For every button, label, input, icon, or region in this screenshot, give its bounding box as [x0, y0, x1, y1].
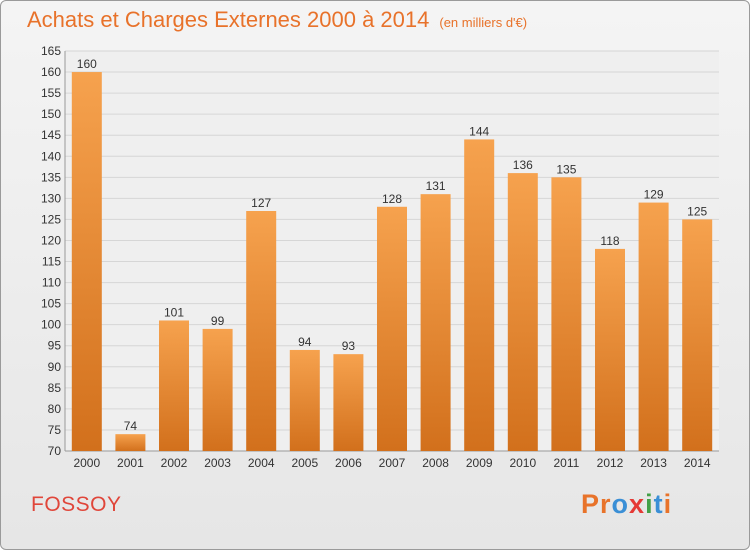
data-label-2014: 125 [687, 204, 707, 218]
data-label-2010: 136 [513, 158, 533, 172]
logo-letter: o [611, 489, 630, 519]
x-tick-label-2013: 2013 [640, 456, 667, 470]
logo-letter: i [663, 489, 673, 519]
y-tick-label: 105 [41, 297, 61, 311]
data-label-2013: 129 [644, 188, 664, 202]
data-labels: 160 74 101 99 127 94 93 128 131 144 136 135 118 129 12… [77, 57, 708, 433]
y-tick-label: 85 [48, 381, 62, 395]
bar-2013 [638, 202, 669, 451]
logo-letter: P [581, 489, 601, 519]
logo-letter: i [645, 489, 654, 519]
bar-2003 [202, 328, 233, 451]
x-tick-label-2005: 2005 [291, 456, 318, 470]
logo-letter: t [653, 489, 664, 519]
bar-2002 [159, 320, 189, 451]
x-tick-label-2006: 2006 [335, 456, 362, 470]
logo-letter: x [629, 489, 646, 519]
y-tick-label: 110 [42, 276, 61, 290]
y-tick-label: 130 [41, 191, 61, 205]
bar-2000 [71, 72, 102, 451]
x-tick-label-2009: 2009 [466, 456, 493, 470]
y-tick-label: 90 [48, 360, 62, 374]
y-tick-label: 80 [48, 402, 62, 416]
x-tick-label-2000: 2000 [73, 456, 100, 470]
data-label-2002: 101 [164, 305, 184, 319]
logo-letter: r [600, 489, 612, 519]
proxiti-logo: Proxiti [581, 489, 672, 520]
y-tick-label: 145 [41, 128, 61, 142]
x-tick-label-2004: 2004 [248, 456, 275, 470]
commune-name: FOSSOY [31, 493, 122, 516]
y-tick-label: 135 [41, 170, 61, 184]
chart-title-text: Achats et Charges Externes 2000 à 2014 [27, 7, 430, 32]
bar-2004 [246, 211, 277, 451]
data-label-2003: 99 [211, 314, 225, 328]
bar-2006 [333, 354, 364, 451]
data-label-2001: 74 [124, 419, 138, 433]
data-label-2000: 160 [77, 57, 97, 71]
bar-2005 [289, 349, 320, 451]
data-label-2008: 131 [426, 179, 446, 193]
y-tick-label: 140 [41, 149, 61, 163]
x-tick-label-2011: 2011 [553, 456, 579, 470]
bar-2009 [464, 139, 495, 451]
x-tick-label-2001: 2001 [117, 456, 144, 470]
y-tick-label: 155 [41, 86, 61, 100]
y-tick-label: 160 [41, 65, 61, 79]
x-tick-label-2007: 2007 [379, 456, 406, 470]
y-tick-label: 120 [41, 233, 61, 247]
y-tick-label: 95 [48, 339, 62, 353]
y-tick-label: 150 [41, 107, 61, 121]
bar-2011 [551, 177, 582, 451]
x-tick-label-2002: 2002 [161, 456, 188, 470]
y-tick-label: 75 [48, 423, 62, 437]
bar-2008 [420, 194, 451, 451]
y-tick-label: 125 [41, 212, 61, 226]
axes: 70 75 80 85 90 95 100 105 110 115 120 125 130 135 140 1… [41, 44, 719, 470]
x-tick-label-2014: 2014 [684, 456, 711, 470]
bar-2014 [682, 219, 713, 451]
y-tick-label: 115 [42, 255, 61, 269]
x-tick-label-2012: 2012 [597, 456, 624, 470]
chart-title: Achats et Charges Externes 2000 à 2014 (e… [27, 7, 527, 33]
y-tick-label: 165 [41, 44, 61, 58]
x-tick-label-2010: 2010 [509, 456, 536, 470]
x-tick-label-2003: 2003 [204, 456, 231, 470]
bar-2007 [377, 206, 407, 451]
bar-2012 [595, 248, 625, 451]
data-label-2012: 118 [600, 234, 619, 248]
bar-2001 [115, 434, 146, 451]
x-tick-label-2008: 2008 [422, 456, 449, 470]
bars [71, 72, 713, 451]
y-tick-label: 70 [48, 444, 62, 458]
data-label-2007: 128 [382, 192, 402, 206]
data-label-2004: 127 [251, 196, 271, 210]
data-label-2009: 144 [469, 124, 489, 138]
data-label-2005: 94 [298, 335, 312, 349]
data-label-2011: 135 [556, 162, 576, 176]
data-label-2006: 93 [342, 339, 356, 353]
y-tick-label: 100 [41, 318, 61, 332]
bar-2010 [507, 173, 538, 451]
chart-subtitle: (en milliers d'€) [439, 15, 528, 30]
